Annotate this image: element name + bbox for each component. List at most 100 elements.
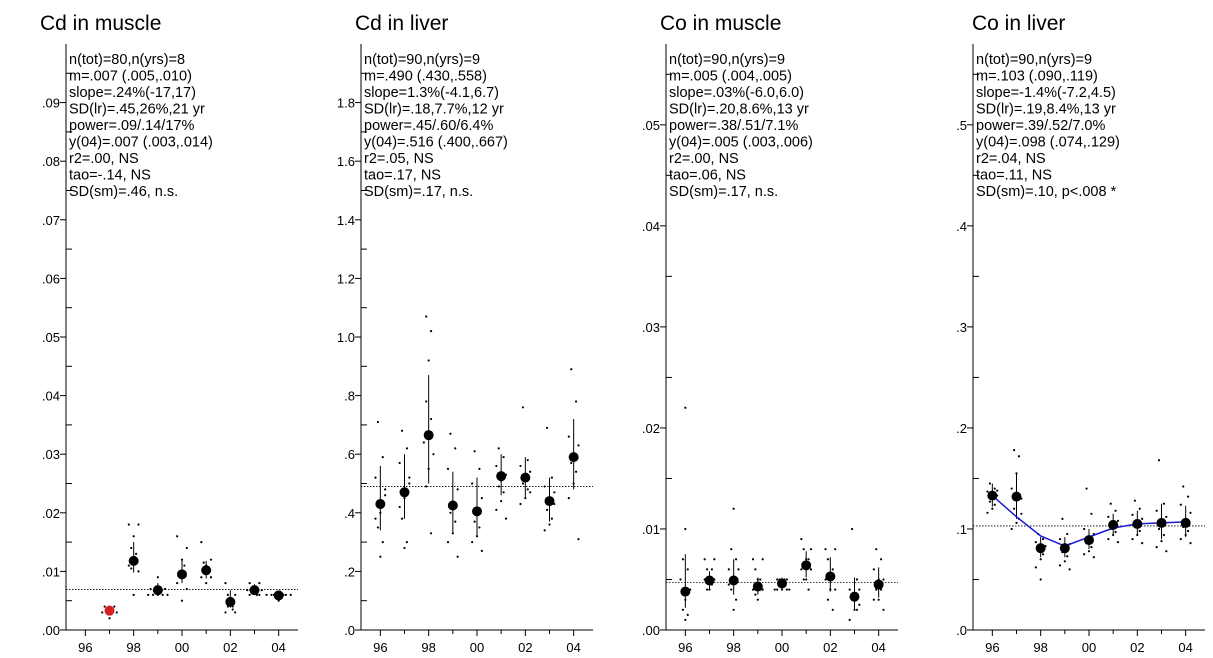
stat-line: tao=.06, NS [669, 168, 746, 184]
stat-line: m=.007 (.005,.010) [69, 69, 192, 85]
yearly-mean-marker [520, 472, 531, 483]
data-point [480, 549, 483, 552]
data-point [805, 578, 808, 581]
yearly-mean-marker [680, 586, 691, 597]
stat-line: slope=1.3%(-4.1,6.7) [364, 85, 499, 101]
stat-line: n(tot)=80,n(yrs)=8 [69, 52, 185, 68]
stat-line: slope=.24%(-17,17) [69, 85, 196, 101]
data-point [567, 435, 570, 438]
y-tick-label: .03 [42, 447, 60, 462]
data-point [113, 605, 116, 608]
stat-line: m=.005 (.004,.005) [669, 69, 792, 85]
data-point [161, 593, 164, 596]
data-point [1058, 564, 1062, 567]
data-point [800, 537, 803, 541]
y-tick-label: .0 [344, 623, 355, 638]
x-tick-label: 98 [126, 640, 140, 655]
data-point [183, 564, 186, 567]
data-point [730, 548, 733, 551]
data-point [681, 608, 685, 611]
data-point [855, 578, 859, 581]
data-point [831, 568, 834, 571]
data-point [1131, 537, 1134, 541]
data-point [567, 497, 570, 500]
y-tick-label: 1.6 [337, 154, 355, 169]
data-point [405, 541, 409, 544]
stat-line: slope=-1.4%(-7.2,4.5) [976, 85, 1116, 101]
data-point [1131, 513, 1134, 516]
y-tick-label: .2 [344, 564, 355, 579]
data-point [202, 561, 205, 564]
data-point [754, 568, 757, 571]
data-point [1015, 521, 1018, 525]
data-point [454, 447, 457, 450]
data-point [258, 582, 261, 585]
data-point [248, 593, 251, 596]
data-point [1107, 515, 1110, 518]
data-point [773, 588, 776, 591]
yearly-mean-marker [201, 565, 212, 576]
y-tick-label: .0 [956, 623, 967, 638]
data-point [1010, 487, 1013, 490]
yearly-mean-marker [1035, 543, 1046, 554]
data-point [730, 588, 733, 591]
data-point [400, 429, 404, 432]
stat-line: m=.103 (.090,.119) [976, 69, 1098, 85]
stat-line: SD(lr)=.20,8.6%,13 yr [669, 102, 809, 118]
data-point [1020, 512, 1023, 515]
data-point [1061, 517, 1064, 520]
data-point [986, 511, 989, 514]
data-point [734, 598, 738, 601]
data-point [132, 593, 135, 596]
data-point [988, 500, 992, 503]
data-point [824, 548, 827, 551]
data-point [855, 608, 859, 611]
data-point [727, 568, 730, 571]
data-point [376, 526, 380, 529]
y-tick-label: .06 [42, 271, 60, 286]
data-point [988, 482, 992, 485]
stat-line: tao=.11, NS [976, 168, 1052, 184]
y-tick-label: .04 [42, 389, 60, 404]
y-tick-label: .4 [344, 506, 355, 521]
data-point [681, 558, 685, 561]
stat-line: m=.490 (.430,.558) [364, 69, 487, 85]
data-point [205, 582, 208, 585]
x-tick-label: 00 [1082, 640, 1096, 655]
data-point [429, 417, 433, 421]
stat-line: y(04)=.005 (.003,.006) [669, 135, 813, 151]
yearly-mean-marker [752, 581, 763, 592]
stat-line: power=.09/.14/17% [69, 118, 194, 134]
data-point [449, 511, 452, 514]
stat-line: SD(lr)=.45,26%,21 yr [69, 102, 205, 118]
stat-line: n(tot)=90,n(yrs)=9 [364, 52, 480, 68]
data-point [684, 406, 687, 409]
data-point [684, 618, 687, 621]
y-tick-label: .05 [642, 118, 660, 133]
data-point [1189, 511, 1192, 514]
y-tick-label: .1 [956, 522, 967, 537]
data-point [127, 564, 130, 567]
data-point [858, 588, 861, 591]
data-point [996, 489, 999, 492]
stat-line: power=.39/.52/7.0% [976, 118, 1105, 134]
data-point [156, 576, 159, 579]
data-point [502, 456, 505, 459]
data-point [705, 568, 709, 571]
y-tick-label: 1.0 [337, 330, 355, 345]
data-point [521, 406, 525, 409]
yearly-mean-marker [128, 555, 139, 566]
chart-title: Co in muscle [660, 12, 781, 35]
data-point [209, 558, 213, 561]
data-point [1133, 499, 1137, 502]
data-point [374, 476, 377, 479]
data-point [879, 558, 883, 561]
data-point [500, 499, 503, 503]
data-point [1160, 539, 1163, 543]
x-tick-label: 00 [775, 640, 789, 655]
data-point [761, 558, 764, 561]
x-tick-label: 00 [175, 640, 189, 655]
data-point [234, 593, 237, 596]
yearly-mean-marker [1084, 535, 1094, 546]
data-point [872, 598, 875, 601]
